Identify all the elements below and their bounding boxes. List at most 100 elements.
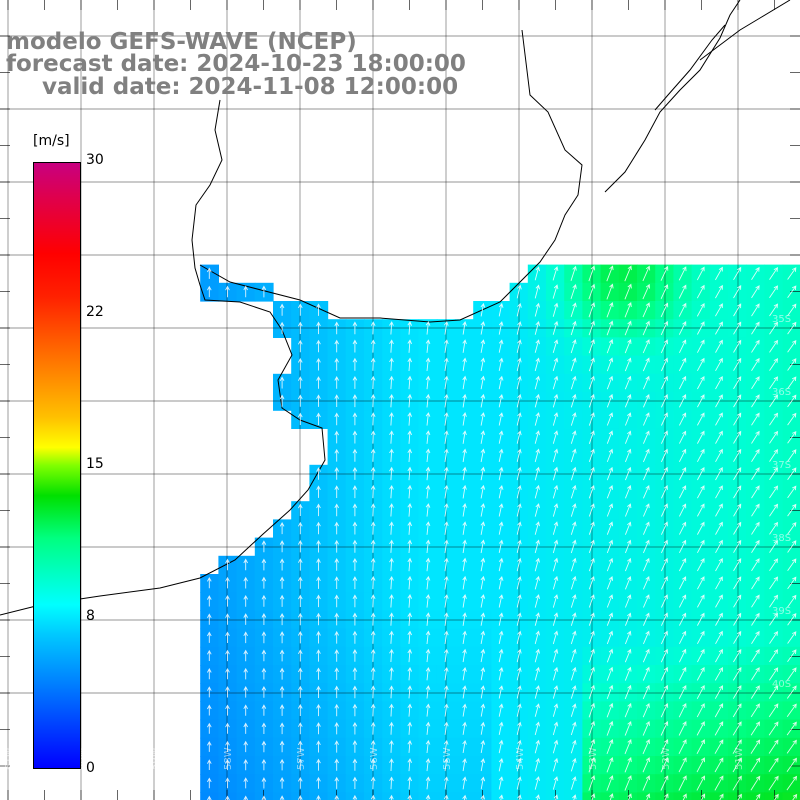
wind-arrow [279,667,285,680]
wind-arrow [480,484,486,499]
wind-arrow [334,539,339,553]
wind-arrow [606,666,614,681]
wind-arrow [444,321,449,335]
wind-arrow [425,758,431,772]
wind-arrow [624,576,632,590]
wind-arrow [516,721,522,736]
wind-arrow [225,613,230,625]
wind-arrow [207,795,212,800]
wind-arrow [480,321,486,335]
wind-arrow [678,448,687,463]
wind-arrow [552,284,559,299]
wind-arrow [678,357,687,372]
wind-arrow [516,321,522,335]
wind-arrow [678,284,687,299]
wind-arrow [715,412,723,426]
wind-arrow [352,412,358,426]
wind-arrow [261,667,267,680]
wind-arrow [498,776,504,790]
wind-arrow [606,265,614,282]
wind-arrow [207,704,212,716]
wind-arrow [407,448,413,463]
wind-arrow [498,302,504,317]
wind-arrow [534,430,540,444]
wind-arrow [768,739,779,754]
wind-arrow [682,793,687,800]
wind-arrow [714,757,724,773]
wind-arrow [444,430,449,444]
wind-arrow [516,557,522,572]
wind-arrow [389,521,394,535]
wind-arrow [462,685,467,699]
wind-arrow [370,667,376,681]
title-valid-date: valid date: 2024-11-08 12:00:00 [42,74,459,100]
wind-arrow [660,539,668,554]
wind-arrow [462,648,467,663]
wind-arrow [624,775,632,791]
wind-arrow [660,702,669,718]
wind-arrow [660,375,668,390]
wind-arrow [462,539,467,554]
wind-arrow [389,430,394,444]
wind-arrow [624,739,632,755]
wind-arrow [606,684,614,700]
wind-arrow [624,466,632,481]
wind-arrow [498,375,504,390]
wind-arrow [370,485,376,499]
wind-arrow [243,576,248,589]
wind-arrow [751,521,760,535]
wind-arrow [755,793,761,800]
wind-arrow [696,284,705,299]
wind-arrow [480,393,486,408]
wind-arrow [552,412,559,426]
wind-arrow [751,266,760,280]
wind-arrow [462,484,467,499]
wind-arrow [787,540,797,553]
wind-arrow [733,266,742,281]
wind-arrow [207,777,212,789]
wind-arrow [389,776,394,790]
wind-arrow [243,667,248,680]
wind-arrow [298,594,303,607]
wind-arrow [751,485,760,499]
wind-arrow [370,394,376,408]
wind-arrow [334,521,339,535]
wind-arrow [480,776,486,790]
wind-arrow [334,412,339,426]
wind-arrow [660,394,668,408]
wind-arrow [370,448,376,462]
wind-arrow [516,612,522,626]
wind-arrow [516,521,522,535]
wind-arrow [407,721,413,735]
wind-arrow [769,540,779,553]
wind-arrow [298,612,303,626]
wind-arrow [642,612,650,626]
wind-arrow [498,484,504,499]
wind-arrow [389,630,394,644]
wind-arrow [733,376,742,390]
wind-arrow [243,594,248,607]
wind-arrow [624,648,632,663]
wind-arrow [606,357,614,372]
wind-arrow [606,339,614,354]
wind-arrow [298,576,303,589]
wind-arrow [370,776,376,790]
lon-label: 51W [734,747,745,770]
wind-arrow [570,283,577,300]
wind-arrow [787,594,797,608]
wind-arrow [316,521,321,535]
wind-arrow [462,339,467,353]
wind-arrow [570,685,577,699]
colorbar-tick-22: 22 [86,304,104,320]
wind-arrow [389,794,394,800]
wind-arrow [462,612,467,626]
wind-arrow [243,795,248,800]
wind-arrow [425,375,431,390]
wind-arrow [570,430,577,444]
wind-arrow [298,321,303,334]
wind-arrow [425,739,431,754]
wind-arrow [480,430,486,444]
wind-arrow [207,613,212,625]
wind-arrow [660,302,669,318]
wind-arrow [425,630,431,645]
